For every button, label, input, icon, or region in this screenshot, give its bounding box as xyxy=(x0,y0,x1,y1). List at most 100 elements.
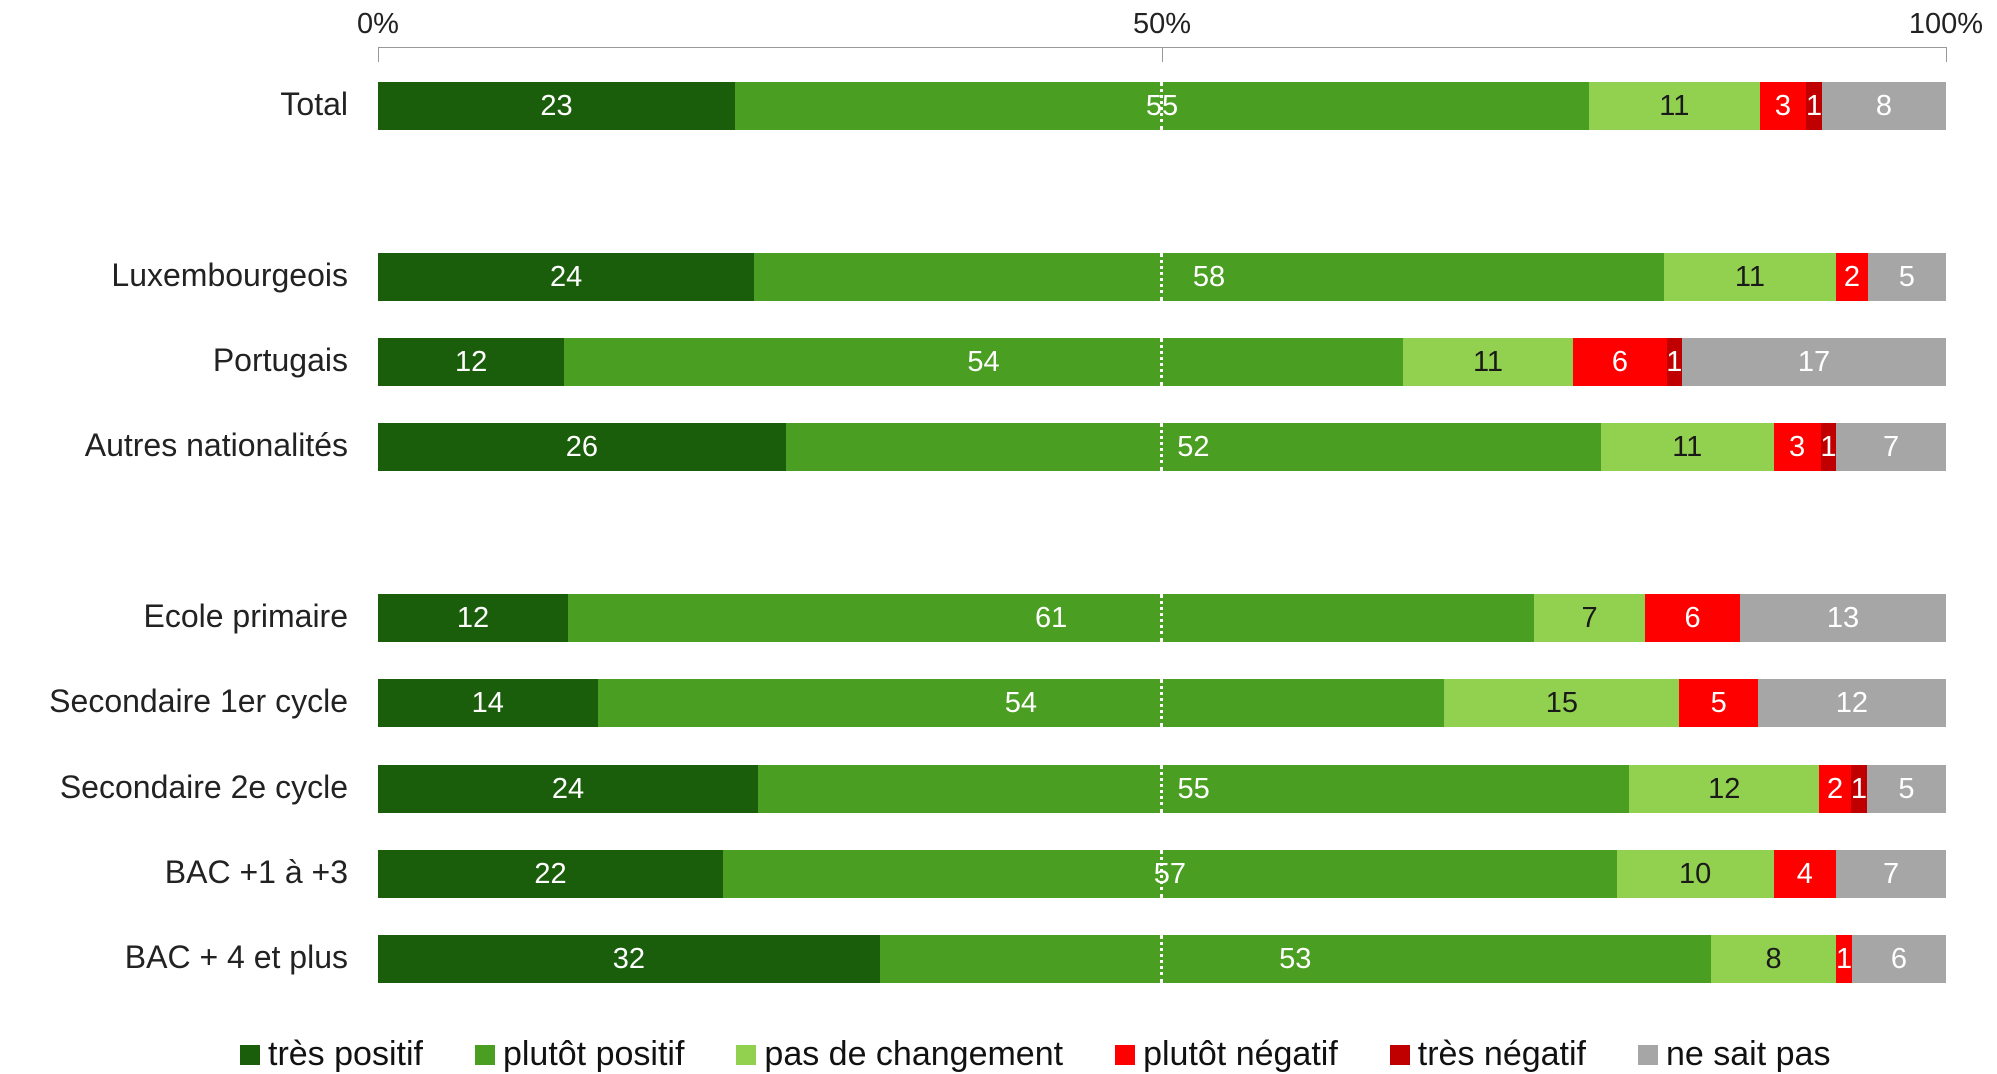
bar-segment: 7 xyxy=(1534,594,1646,642)
data-label: 6 xyxy=(1611,345,1629,378)
category-label: Luxembourgeois xyxy=(111,257,348,293)
data-label: 55 xyxy=(1177,772,1210,805)
category-label: Ecole primaire xyxy=(143,598,348,634)
bar-row: 26 52 11 3 1 7 xyxy=(378,423,1946,471)
fifty-percent-marker xyxy=(1160,679,1163,727)
legend-item: pas de changement xyxy=(736,1035,1063,1074)
fifty-percent-marker xyxy=(1160,935,1163,983)
data-label: 57 xyxy=(1153,857,1186,890)
fifty-percent-marker xyxy=(1160,594,1163,642)
bar-segment: 55 xyxy=(758,765,1630,813)
bar-segment: 12 xyxy=(378,594,569,642)
bar-row: 12 61 7 6 13 xyxy=(378,594,1946,642)
data-label: 1 xyxy=(1666,345,1683,378)
bar-segment: 54 xyxy=(597,679,1445,727)
bar-segment: 14 xyxy=(378,679,598,727)
data-label: 1 xyxy=(1836,942,1853,975)
data-label: 54 xyxy=(967,345,1000,378)
bar-segment: 22 xyxy=(378,850,723,898)
bar-segment: 58 xyxy=(754,253,1664,301)
data-label: 12 xyxy=(1708,772,1741,805)
data-label: 1 xyxy=(1850,772,1867,805)
bar-segment: 1 xyxy=(1666,338,1683,386)
legend-swatch xyxy=(474,1044,495,1065)
category-label: Autres nationalités xyxy=(84,427,348,463)
data-label: 8 xyxy=(1765,942,1782,975)
data-label: 61 xyxy=(1034,601,1068,634)
data-label: 11 xyxy=(1734,260,1766,293)
category-label: Secondaire 1er cycle xyxy=(49,683,348,719)
bar-segment: 17 xyxy=(1682,338,1946,386)
bar-segment: 3 xyxy=(1759,82,1807,130)
bar-row: 24 58 11 2 5 xyxy=(378,253,1946,301)
data-label: 58 xyxy=(1192,260,1226,293)
category-label: BAC +1 à +3 xyxy=(164,854,348,890)
bar-segment: 7 xyxy=(1836,850,1946,898)
data-label: 53 xyxy=(1279,942,1312,975)
legend-label: pas de changement xyxy=(764,1035,1064,1073)
bar-segment: 57 xyxy=(722,850,1617,898)
data-label: 5 xyxy=(1898,260,1915,293)
x-tick-label: 50% xyxy=(1132,8,1192,40)
data-label: 4 xyxy=(1796,857,1813,890)
data-label: 11 xyxy=(1672,430,1703,463)
bar-segment: 12 xyxy=(1629,765,1820,813)
bar-segment: 12 xyxy=(378,338,565,386)
bar-segment: 54 xyxy=(564,338,1403,386)
bar-row: 24 55 12 2 1 5 xyxy=(378,765,1946,813)
category-label: Total xyxy=(280,86,348,122)
bar-segment: 4 xyxy=(1773,850,1837,898)
legend-item: plutôt positif xyxy=(474,1035,684,1074)
data-label: 14 xyxy=(471,686,504,719)
data-label: 5 xyxy=(1710,686,1727,719)
bar-row: 22 57 10 4 7 xyxy=(378,850,1946,898)
data-label: 5 xyxy=(1898,772,1915,805)
fifty-percent-marker xyxy=(1160,82,1163,130)
bar-segment: 1 xyxy=(1820,423,1836,471)
bar-segment: 61 xyxy=(568,594,1535,642)
data-label: 1 xyxy=(1805,89,1823,122)
category-label: BAC + 4 et plus xyxy=(124,939,348,975)
data-label: 10 xyxy=(1678,857,1712,890)
x-tick-mark xyxy=(378,47,379,62)
legend-item: plutôt négatif xyxy=(1115,1035,1338,1074)
data-label: 12 xyxy=(456,601,490,634)
fifty-percent-marker xyxy=(1160,850,1163,898)
bar-segment: 6 xyxy=(1851,935,1946,983)
fifty-percent-marker xyxy=(1160,253,1163,301)
data-label: 7 xyxy=(1581,601,1598,634)
bar-segment: 2 xyxy=(1819,765,1851,813)
data-label: 3 xyxy=(1788,430,1806,463)
bar-segment: 24 xyxy=(378,765,759,813)
bar-segment: 11 xyxy=(1588,82,1760,130)
bar-segment: 5 xyxy=(1866,765,1946,813)
data-label: 7 xyxy=(1883,857,1900,890)
bar-segment: 26 xyxy=(378,423,786,471)
data-label: 54 xyxy=(1004,686,1037,719)
bar-segment: 11 xyxy=(1663,253,1837,301)
bar-segment: 32 xyxy=(378,935,880,983)
bar-segment: 7 xyxy=(1836,423,1946,471)
data-label: 11 xyxy=(1472,345,1504,378)
legend-swatch xyxy=(1389,1044,1410,1065)
bar-row: 14 54 15 5 12 xyxy=(378,679,1946,727)
legend: très positif plutôt positif pas de changem… xyxy=(240,1035,1882,1074)
data-label: 6 xyxy=(1684,601,1701,634)
bar-segment: 1 xyxy=(1851,765,1867,813)
x-tick-mark xyxy=(1946,47,1947,62)
bar-segment: 2 xyxy=(1836,253,1868,301)
bar-segment: 3 xyxy=(1773,423,1821,471)
data-label: 7 xyxy=(1883,430,1900,463)
legend-item: très positif xyxy=(240,1035,423,1074)
legend-item: ne sait pas xyxy=(1638,1035,1830,1074)
x-tick-label: 100% xyxy=(1908,8,1984,40)
bar-segment: 23 xyxy=(378,82,736,130)
data-label: 12 xyxy=(1835,686,1869,719)
legend-swatch xyxy=(736,1044,757,1065)
category-label: Portugais xyxy=(212,342,348,378)
legend-label: ne sait pas xyxy=(1666,1035,1831,1073)
data-label: 17 xyxy=(1797,345,1831,378)
legend-swatch xyxy=(240,1044,260,1065)
bar-segment: 8 xyxy=(1710,935,1837,983)
